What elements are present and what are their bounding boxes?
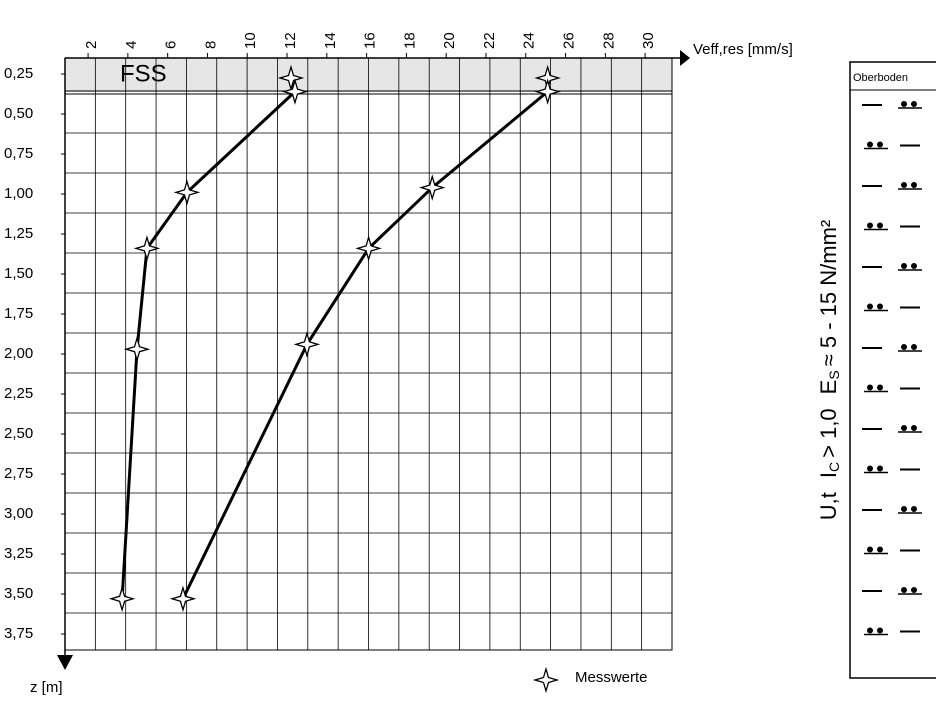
hatch-dot [911,263,917,269]
hatch-dot [901,101,907,107]
x-tick-label: 12 [282,32,299,49]
hatch-dot [867,628,873,634]
y-tick-label: 1,00 [4,185,33,202]
hatch-dot [877,385,883,391]
x-tick-label: 10 [242,32,259,49]
hatch-dot [901,344,907,350]
x-tick-label: 14 [322,32,339,49]
x-tick-label: 26 [561,32,578,49]
x-tick-label: 24 [521,32,538,49]
legend-marker [535,669,557,691]
y-tick-label: 1,50 [4,265,33,282]
x-tick-label: 18 [401,32,418,49]
x-axis-title: Veff,res [mm/s] [693,41,793,58]
es-sub: S [826,370,842,379]
x-tick-label: 2 [83,41,100,49]
x-tick-label: 22 [481,32,498,49]
hatch-dot [901,506,907,512]
hatch-dot [877,466,883,472]
y-tick-label: 1,75 [4,305,33,322]
hatch-dot [877,304,883,310]
y-tick-label: 2,50 [4,425,33,442]
hatch-dot [877,547,883,553]
hatch-dot [911,344,917,350]
y-axis-title: z [m] [30,679,63,696]
x-tick-label: 6 [163,41,180,49]
x-tick-label: 30 [640,32,657,49]
hatch-dot [877,142,883,148]
x-tick-label: 20 [441,32,458,49]
chart: Oberboden U,tIC> 1,0ES≈ 5 - 15 N/mm² FSS… [0,0,936,697]
hatch-dot [911,101,917,107]
y-tick-label: 3,50 [4,585,33,602]
hatch-dot [901,182,907,188]
hatch-dot [867,547,873,553]
y-arrow [57,655,73,670]
marker [136,237,158,259]
legend-label: Messwerte [575,669,648,686]
y-tick-label: 2,75 [4,465,33,482]
hatch-dot [867,385,873,391]
marker [172,588,194,610]
hatch-dot [867,304,873,310]
fss-label: FSS [120,60,167,87]
x-arrow [680,50,690,66]
y-tick-label: 2,00 [4,345,33,362]
hatch-dot [901,263,907,269]
hatch-dot [877,628,883,634]
profile-box [850,62,936,678]
hatch-dot [877,223,883,229]
x-tick-label: 4 [123,41,140,49]
es-symbol: E [816,380,841,395]
hatch-dot [901,425,907,431]
hatch-dot [911,182,917,188]
marker [296,333,318,355]
hatch-dot [867,223,873,229]
marker [111,588,133,610]
es-text: ≈ 5 - 15 N/mm² [816,220,841,367]
series-line [183,78,548,599]
x-tick-label: 16 [362,32,379,49]
soil: U,t [816,492,841,520]
marker [126,338,148,360]
hatch-dot [867,142,873,148]
ic-text: > 1,0 [816,408,841,458]
series-line [122,78,295,599]
y-tick-label: 1,25 [4,225,33,242]
profile-hatch [862,101,922,635]
hatch-dot [867,466,873,472]
y-tick-label: 0,50 [4,105,33,122]
hatch-dot [901,587,907,593]
y-tick-label: 2,25 [4,385,33,402]
x-tick-label: 28 [600,32,617,49]
profile-label: U,tIC> 1,0ES≈ 5 - 15 N/mm² [816,220,842,521]
y-tick-label: 0,75 [4,145,33,162]
y-tick-label: 3,00 [4,505,33,522]
profile-header: Oberboden [853,72,908,84]
hatch-dot [911,587,917,593]
y-tick-label: 0,25 [4,65,33,82]
y-tick-label: 3,75 [4,625,33,642]
x-tick-label: 8 [202,41,219,49]
hatch-dot [911,506,917,512]
ic-sub: C [826,462,842,472]
y-tick-label: 3,25 [4,545,33,562]
hatch-dot [911,425,917,431]
